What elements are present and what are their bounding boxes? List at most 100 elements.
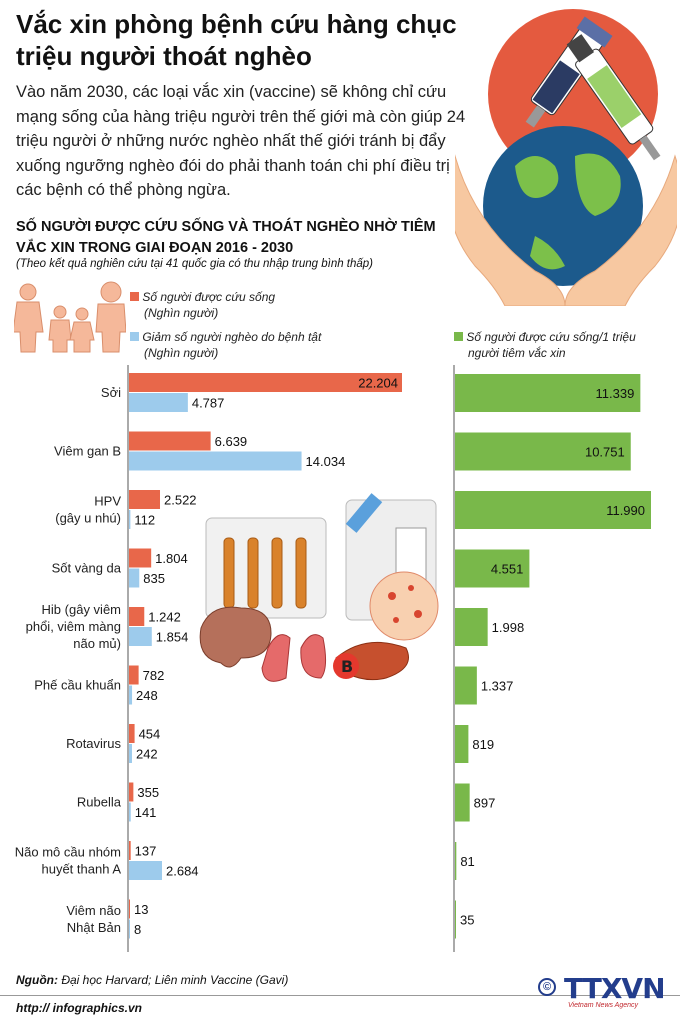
bar-poverty-label: 112 (134, 513, 155, 528)
source-label: Nguồn: (16, 973, 58, 987)
chart-subtitle: (Theo kết quả nghiên cứu tại 41 quốc gia… (16, 258, 374, 270)
legend-per-million-label-2: người tiêm vắc xin (468, 346, 566, 360)
bar-poverty-label: 248 (136, 688, 158, 703)
chart-title: SỐ NGƯỜI ĐƯỢC CỨU SỐNG VÀ THOÁT NGHÈO NH… (16, 219, 436, 256)
bar-per-million-label: 11.339 (596, 386, 635, 401)
category-label: huyết thanh A (41, 862, 121, 877)
bar-saved-label: 355 (137, 785, 159, 800)
legend-per-million-swatch (454, 332, 463, 341)
legend-poverty-label: Giảm số người nghèo do bệnh tật (142, 330, 322, 344)
bar-saved (129, 431, 211, 451)
category-label: HPV (94, 494, 121, 509)
bar-per-million (455, 666, 477, 705)
bar-saved-label: 6.639 (215, 434, 248, 449)
bar-per-million-label: 81 (460, 854, 474, 869)
bar-per-million-label: 1.998 (492, 620, 525, 635)
bar-saved (129, 548, 152, 568)
bar-saved-label: 2.522 (164, 493, 197, 508)
bar-saved (129, 899, 130, 919)
bar-saved-label: 13 (134, 902, 148, 917)
legend-poverty-swatch (130, 332, 139, 341)
bar-per-million (455, 783, 470, 822)
bar-saved-label: 1.242 (148, 610, 181, 625)
bar-per-million-label: 819 (472, 737, 494, 752)
category-label: Nhật Bản (67, 920, 121, 935)
category-label: (gây u nhú) (55, 511, 121, 526)
copyright-mark: © (538, 978, 556, 996)
legend-saved-label: Số người được cứu sống (142, 290, 276, 304)
category-label: Viêm gan B (54, 444, 121, 459)
legend-poverty: Giảm số người nghèo do bệnh tật (Nghìn n… (130, 329, 321, 361)
bar-per-million-label: 1.337 (481, 679, 514, 694)
source-note: Nguồn: Đại học Harvard; Liên minh Vaccin… (16, 973, 288, 987)
bar-per-million (455, 549, 530, 588)
legend-saved-unit: (Nghìn người) (144, 306, 219, 320)
category-label: Não mô cầu nhóm (15, 845, 121, 860)
bar-poverty-label: 4.787 (192, 396, 225, 411)
bar-saved (129, 782, 134, 802)
bar-saved-label: 22.204 (358, 376, 398, 391)
lungs-icon (261, 634, 327, 682)
bar-poverty-label: 835 (143, 571, 165, 586)
category-label: Viêm não (66, 903, 121, 918)
bar-per-million (455, 725, 469, 763)
bar-poverty-label: 8 (134, 922, 141, 937)
bar-saved-label: 782 (143, 668, 165, 683)
category-label: Rotavirus (66, 736, 121, 751)
bar-per-million-label: 35 (460, 913, 474, 928)
bar-saved-label: 1.804 (155, 551, 188, 566)
bar-poverty (129, 568, 140, 588)
bar-poverty-label: 1.854 (156, 630, 189, 645)
svg-text:B: B (341, 657, 353, 676)
bar-poverty-label: 242 (136, 747, 158, 762)
medical-illustration: B (199, 493, 439, 682)
bar-per-million (455, 491, 651, 529)
brain-icon (199, 606, 272, 668)
category-label: Sởi (101, 385, 121, 400)
category-label: não mủ) (73, 636, 121, 651)
bar-saved (129, 841, 131, 860)
bar-saved (129, 373, 402, 392)
bar-poverty (129, 685, 133, 705)
family-icon (14, 281, 126, 353)
virus-cell-icon (369, 571, 439, 641)
bar-poverty-label: 14.034 (306, 454, 346, 469)
page-title: Vắc xin phòng bệnh cứu hàng chục triệu n… (16, 9, 457, 71)
bar-per-million (455, 608, 488, 646)
bar-per-million-label: 10.751 (585, 445, 625, 460)
intro-paragraph: Vào năm 2030, các loại vắc xin (vaccine)… (16, 83, 466, 199)
category-label: phổi, viêm màng (26, 619, 121, 634)
logo-subtext: Vietnam News Agency (568, 1002, 639, 1009)
category-label: Rubella (77, 795, 122, 810)
footer-url-link[interactable]: http:// infographics.vn (16, 1001, 142, 1015)
legend-saved-swatch (130, 292, 139, 301)
vaccine-globe-hands-icon (455, 9, 677, 306)
bar-per-million (455, 900, 456, 939)
bar-saved-label: 137 (135, 844, 157, 859)
bar-saved-label: 454 (139, 727, 161, 742)
logo-text: TTXVN (564, 972, 666, 1005)
bar-poverty (129, 744, 132, 763)
bar-poverty (129, 510, 131, 529)
bar-per-million-label: 11.990 (606, 503, 645, 518)
bar-poverty (129, 393, 188, 412)
bar-per-million (455, 842, 457, 880)
legend-poverty-unit: (Nghìn người) (144, 346, 219, 360)
legend-per-million-label-1: Số người được cứu sống/1 triệu (466, 330, 636, 344)
bar-poverty (129, 919, 130, 939)
bar-per-million (455, 374, 641, 412)
legend-per-million: Số người được cứu sống/1 triệu người tiê… (454, 329, 636, 361)
ttxvn-logo: © TTXVN Vietnam News Agency (538, 972, 668, 1016)
vaccine-bar-chart: Sởi 22.204 4.787 11.339 Viêm gan B 6.639 14.03… (15, 365, 651, 952)
bar-per-million (455, 432, 631, 471)
bar-saved (129, 490, 161, 509)
bar-saved (129, 607, 145, 626)
legend-saved: Số người được cứu sống (Nghìn người) (130, 289, 275, 321)
bar-saved (129, 724, 135, 743)
bar-poverty (129, 861, 162, 880)
bar-saved (129, 665, 139, 685)
bar-per-million-label: 897 (474, 796, 496, 811)
category-label: Hib (gây viêm (42, 602, 121, 617)
footer-divider (0, 995, 680, 996)
bar-poverty-label: 141 (135, 805, 157, 820)
